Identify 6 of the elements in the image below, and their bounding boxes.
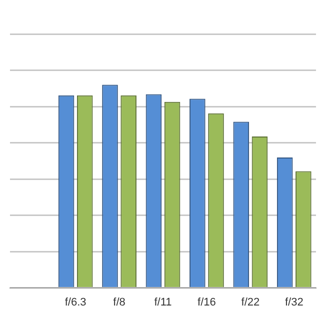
- x-tick-label: f/22: [241, 296, 260, 308]
- x-tick-label: f/32: [284, 296, 304, 308]
- x-tick-label: f/11: [154, 296, 172, 308]
- x-tick-label: f/6.3: [64, 296, 86, 308]
- x-tick-label: f/16: [198, 296, 216, 308]
- x-tick-label: f/8: [113, 296, 126, 308]
